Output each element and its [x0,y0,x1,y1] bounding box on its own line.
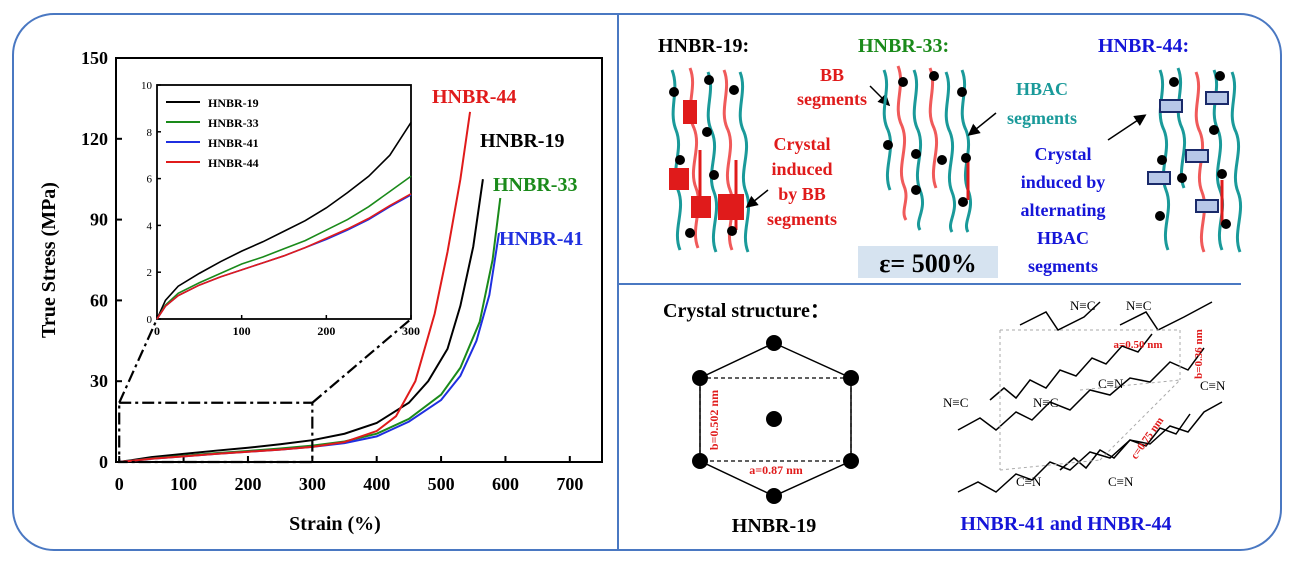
title-hnbr-33: HNBR-33: [858,35,949,57]
inset-series-line-hnbr-33 [156,175,412,320]
main-plot-frame [115,57,603,463]
vertical-divider [617,15,619,551]
x-tick-label: 400 [363,474,390,494]
horizontal-divider [619,283,1241,285]
series-line-hnbr-44 [119,111,472,463]
lattice-a-label: a=0.50 nm [1113,339,1162,351]
strain-label: ε= 500% [879,249,976,278]
crystal-block [691,196,711,218]
x-tick-label: 200 [234,474,261,494]
annotation-hnbr-33: HNBR-33 [493,174,577,196]
y-tick-label: 60 [90,290,108,310]
inset-series-line-hnbr-44 [156,193,412,320]
inset-plot-frame [156,84,412,320]
crystal-hbac-line-4: HBAC [1037,228,1089,248]
crystal-bb-line-1: Crystal [774,134,831,154]
inset-x-tick-label: 0 [154,324,160,338]
crystal-hbac-line-3: alternating [1021,200,1106,220]
y-tick-label: 150 [81,48,108,68]
chain-cluster-hnbr-33 [882,65,973,233]
y-axis-label: True Stress (MPa) [38,182,60,338]
lattice-caption: HNBR-41 and HNBR-44 [960,513,1171,535]
crosslink-dots-hnbr-33 [883,71,971,207]
x-axis-label: Strain (%) [289,513,381,535]
crystal-bb-line-3: by BB [778,184,826,204]
inset-x-tick-label: 100 [233,324,251,338]
chain-schematic: HNBR-19: HNBR-33: HNBR-44: BB segments C… [658,35,1243,278]
annotation-hnbr-44: HNBR-44 [432,86,516,108]
series-line-hnbr-19 [119,179,484,463]
annotation-hnbr-41: HNBR-41 [499,228,583,250]
inset-x-tick-label: 200 [317,324,335,338]
rounded-frame [12,13,1282,551]
x-tick-label: 700 [556,474,583,494]
cn-group: C≡N [1200,378,1226,393]
crystal-bb-line-4: segments [767,209,837,229]
lattice-b-label: b=0.36 nm [1193,329,1205,379]
x-tick-label: 500 [428,474,455,494]
inset-series-line-hnbr-19 [156,122,412,320]
inset-x-tick-label: 300 [402,324,420,338]
hexagon-atoms [692,335,859,504]
zoom-connector-right [311,318,412,404]
title-hnbr-44: HNBR-44: [1098,35,1189,57]
inset-y-tick-label: 4 [147,220,153,232]
y-tick-label: 90 [90,210,108,230]
strain-label-box [858,246,998,278]
hex-caption: HNBR-19 [732,515,816,537]
bb-label-2: segments [797,89,867,109]
y-tick-label: 120 [81,129,108,149]
cn-group: C≡N [1016,474,1042,489]
hbac-crystal-blocks [1147,91,1229,213]
crystal-block [718,194,744,220]
crystal-block [683,100,697,124]
crystal-hbac-line-1: Crystal [1035,144,1092,164]
hbac-label-2: segments [1007,108,1077,128]
x-tick-label: 0 [115,474,124,494]
crosslink-dots-hnbr-19 [669,75,739,238]
hex-a-label: a=0.87 nm [749,463,803,477]
x-tick-label: 100 [170,474,197,494]
inset-y-tick-label: 6 [147,174,153,186]
inset-y-tick-label: 0 [147,314,153,326]
inset-y-tick-label: 2 [147,267,153,279]
bb-label: BB [820,65,844,85]
crystal-bb-line-2: induced [771,159,832,179]
inset-y-tick-label: 8 [147,127,153,139]
legend-label: HNBR-33 [208,116,259,130]
zoom-region-box [118,401,314,464]
zoom-connector-left [118,318,159,404]
legend-label: HNBR-41 [208,136,259,150]
legend-label: HNBR-19 [208,96,259,110]
crystal-block [669,168,689,190]
crosslink-dots-hnbr-44 [1155,71,1231,229]
crystal-hbac-line-5: segments [1028,256,1098,276]
cn-group: N≡C [1070,298,1095,313]
cn-group: C≡N [1108,474,1134,489]
x-tick-label: 600 [492,474,519,494]
y-tick-label: 30 [90,371,108,391]
crystal-structure-section: Crystal structure： a=0.87 nm b=0.502 nm … [663,298,1226,537]
hbac-label: HBAC [1016,79,1068,99]
lattice-cell-lines [999,329,1181,471]
x-tick-label: 300 [299,474,326,494]
crystal-heading: Crystal structure： [663,300,830,322]
cn-group: N≡C [1126,298,1151,313]
hex-b-label: b=0.502 nm [707,390,721,450]
cn-group: N≡C [943,395,968,410]
legend-label: HNBR-44 [208,156,259,170]
crystal-hbac-line-2: induced by [1021,172,1106,192]
inset-legend: HNBR-19 HNBR-33 HNBR-41 HNBR-44 [166,96,259,170]
cn-group: N≡C [1033,395,1058,410]
annotation-hnbr-19: HNBR-19 [480,130,564,152]
y-tick-label: 0 [99,452,108,472]
rectangular-cell [699,377,852,462]
cn-group: C≡N [1098,376,1124,391]
lattice-c-label: c=0.75 nm [1129,415,1167,462]
inset-y-tick-label: 10 [141,80,153,92]
title-hnbr-19: HNBR-19: [658,35,749,57]
